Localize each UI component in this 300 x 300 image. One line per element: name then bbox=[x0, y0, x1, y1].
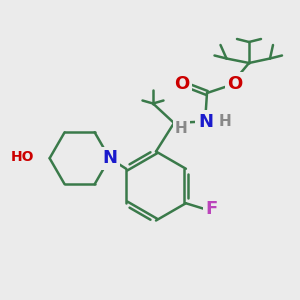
Text: F: F bbox=[206, 200, 218, 218]
Text: H: H bbox=[175, 121, 188, 136]
Text: O: O bbox=[175, 75, 190, 93]
Text: N: N bbox=[102, 149, 117, 167]
Text: N: N bbox=[198, 112, 213, 130]
Text: HO: HO bbox=[11, 150, 35, 164]
Text: H: H bbox=[219, 114, 232, 129]
Text: O: O bbox=[227, 75, 242, 93]
